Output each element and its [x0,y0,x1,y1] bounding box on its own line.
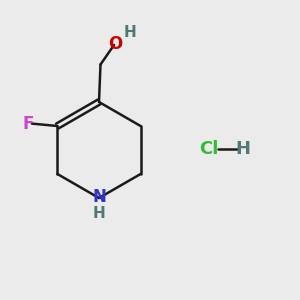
Text: H: H [236,140,250,158]
Text: H: H [123,25,136,40]
Text: F: F [22,115,33,133]
Text: O: O [108,35,123,53]
Text: Cl: Cl [199,140,218,158]
Text: N: N [92,188,106,206]
Text: H: H [93,206,105,221]
